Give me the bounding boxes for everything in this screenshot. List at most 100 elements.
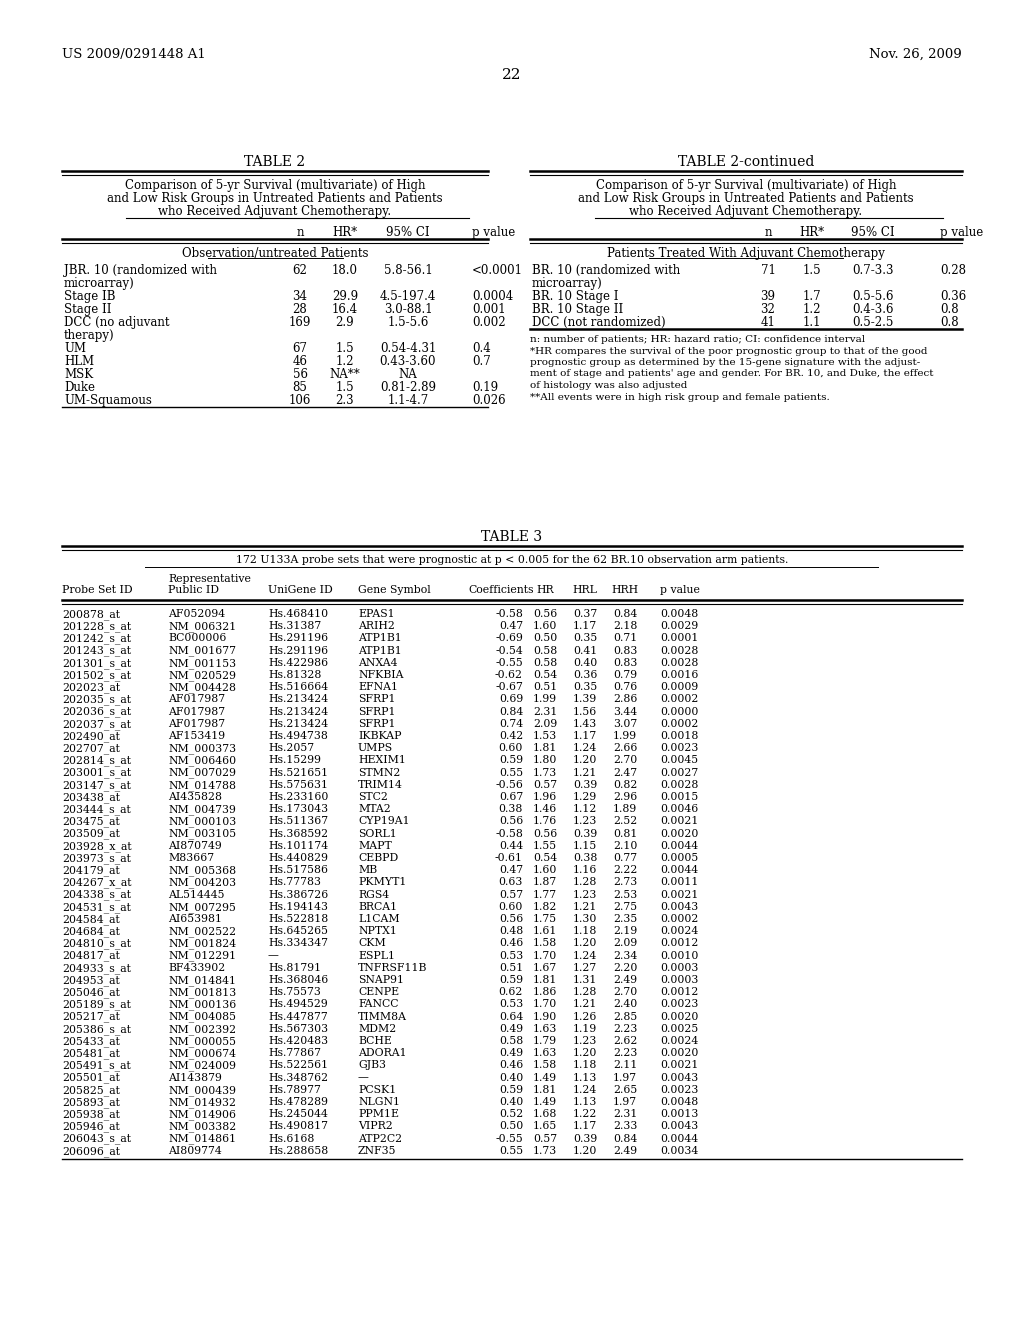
Text: 0.0005: 0.0005 [660, 853, 698, 863]
Text: p value: p value [472, 226, 515, 239]
Text: 1.60: 1.60 [532, 622, 557, 631]
Text: HEXIM1: HEXIM1 [358, 755, 406, 766]
Text: 0.0023: 0.0023 [660, 1085, 698, 1094]
Text: NM_004085: NM_004085 [168, 1011, 236, 1022]
Text: 1.1: 1.1 [803, 315, 821, 329]
Text: 0.0000: 0.0000 [660, 706, 698, 717]
Text: M83667: M83667 [168, 853, 214, 863]
Text: 202023_at: 202023_at [62, 682, 120, 693]
Text: 0.49: 0.49 [499, 1048, 523, 1059]
Text: Probe Set ID: Probe Set ID [62, 585, 133, 595]
Text: ATP1B1: ATP1B1 [358, 645, 401, 656]
Text: 1.56: 1.56 [572, 706, 597, 717]
Text: 1.24: 1.24 [572, 743, 597, 754]
Text: 205501_at: 205501_at [62, 1073, 120, 1084]
Text: 1.16: 1.16 [572, 865, 597, 875]
Text: 0.49: 0.49 [499, 1024, 523, 1034]
Text: Hs.233160: Hs.233160 [268, 792, 329, 803]
Text: 0.58: 0.58 [532, 645, 557, 656]
Text: AI870749: AI870749 [168, 841, 222, 851]
Text: <0.0001: <0.0001 [472, 264, 523, 277]
Text: 1.73: 1.73 [532, 768, 557, 777]
Text: 0.57: 0.57 [532, 1134, 557, 1143]
Text: 0.51: 0.51 [532, 682, 557, 692]
Text: 0.56: 0.56 [532, 829, 557, 838]
Text: 1.17: 1.17 [572, 622, 597, 631]
Text: NM_004739: NM_004739 [168, 804, 236, 814]
Text: 202037_s_at: 202037_s_at [62, 719, 131, 730]
Text: US 2009/0291448 A1: US 2009/0291448 A1 [62, 48, 206, 61]
Text: Hs.511367: Hs.511367 [268, 816, 328, 826]
Text: 0.0029: 0.0029 [660, 622, 698, 631]
Text: 202036_s_at: 202036_s_at [62, 706, 131, 717]
Text: 1.70: 1.70 [532, 950, 557, 961]
Text: 0.64: 0.64 [499, 1011, 523, 1022]
Text: 1.21: 1.21 [572, 902, 597, 912]
Text: HR: HR [537, 585, 554, 595]
Text: ANXA4: ANXA4 [358, 657, 397, 668]
Text: UM-Squamous: UM-Squamous [63, 393, 152, 407]
Text: 39: 39 [761, 290, 775, 304]
Text: ZNF35: ZNF35 [358, 1146, 396, 1156]
Text: 1.27: 1.27 [572, 962, 597, 973]
Text: 204267_x_at: 204267_x_at [62, 878, 131, 888]
Text: 202035_s_at: 202035_s_at [62, 694, 131, 705]
Text: TRIM14: TRIM14 [358, 780, 402, 789]
Text: L1CAM: L1CAM [358, 913, 399, 924]
Text: 4.5-197.4: 4.5-197.4 [380, 290, 436, 304]
Text: 0.67: 0.67 [499, 792, 523, 803]
Text: microarray): microarray) [532, 277, 603, 290]
Text: 0.002: 0.002 [472, 315, 506, 329]
Text: 0.0021: 0.0021 [660, 1060, 698, 1071]
Text: 1.58: 1.58 [532, 939, 557, 948]
Text: AI809774: AI809774 [168, 1146, 222, 1156]
Text: BRCA1: BRCA1 [358, 902, 397, 912]
Text: NM_006321: NM_006321 [168, 622, 237, 632]
Text: 0.0023: 0.0023 [660, 999, 698, 1010]
Text: 0.36: 0.36 [572, 671, 597, 680]
Text: 0.50: 0.50 [532, 634, 557, 643]
Text: RGS4: RGS4 [358, 890, 389, 900]
Text: NM_000103: NM_000103 [168, 816, 237, 828]
Text: Observation/untreated Patients: Observation/untreated Patients [181, 247, 369, 260]
Text: 2.9: 2.9 [336, 315, 354, 329]
Text: 1.97: 1.97 [613, 1097, 637, 1107]
Text: 1.21: 1.21 [572, 768, 597, 777]
Text: 1.5: 1.5 [336, 381, 354, 393]
Text: 5.8-56.1: 5.8-56.1 [384, 264, 432, 277]
Text: Hs.245044: Hs.245044 [268, 1109, 328, 1119]
Text: 205481_at: 205481_at [62, 1048, 120, 1059]
Text: 0.0012: 0.0012 [660, 939, 698, 948]
Text: Hs.368592: Hs.368592 [268, 829, 328, 838]
Text: -0.58: -0.58 [496, 829, 523, 838]
Text: 204584_at: 204584_at [62, 913, 120, 925]
Text: 41: 41 [761, 315, 775, 329]
Text: 1.21: 1.21 [572, 999, 597, 1010]
Text: 0.0028: 0.0028 [660, 780, 698, 789]
Text: 2.23: 2.23 [612, 1024, 637, 1034]
Text: TABLE 2-continued: TABLE 2-continued [678, 154, 814, 169]
Text: NM_012291: NM_012291 [168, 950, 237, 961]
Text: NM_014906: NM_014906 [168, 1109, 236, 1119]
Text: 0.5-5.6: 0.5-5.6 [852, 290, 894, 304]
Text: Hs.173043: Hs.173043 [268, 804, 328, 814]
Text: PKMYT1: PKMYT1 [358, 878, 407, 887]
Text: 1.28: 1.28 [572, 878, 597, 887]
Text: 1.23: 1.23 [572, 890, 597, 900]
Text: 205491_s_at: 205491_s_at [62, 1060, 131, 1071]
Text: 0.81-2.89: 0.81-2.89 [380, 381, 436, 393]
Text: Hs.31387: Hs.31387 [268, 622, 322, 631]
Text: 1.12: 1.12 [572, 804, 597, 814]
Text: 0.0028: 0.0028 [660, 645, 698, 656]
Text: 0.37: 0.37 [572, 609, 597, 619]
Text: 0.0027: 0.0027 [660, 768, 698, 777]
Text: -0.62: -0.62 [495, 671, 523, 680]
Text: 0.0034: 0.0034 [660, 1146, 698, 1156]
Text: Hs.334347: Hs.334347 [268, 939, 328, 948]
Text: 204179_at: 204179_at [62, 865, 120, 876]
Text: UMPS: UMPS [358, 743, 393, 754]
Text: Hs.81791: Hs.81791 [268, 962, 322, 973]
Text: 1.75: 1.75 [532, 913, 557, 924]
Text: EFNA1: EFNA1 [358, 682, 398, 692]
Text: 0.35: 0.35 [572, 682, 597, 692]
